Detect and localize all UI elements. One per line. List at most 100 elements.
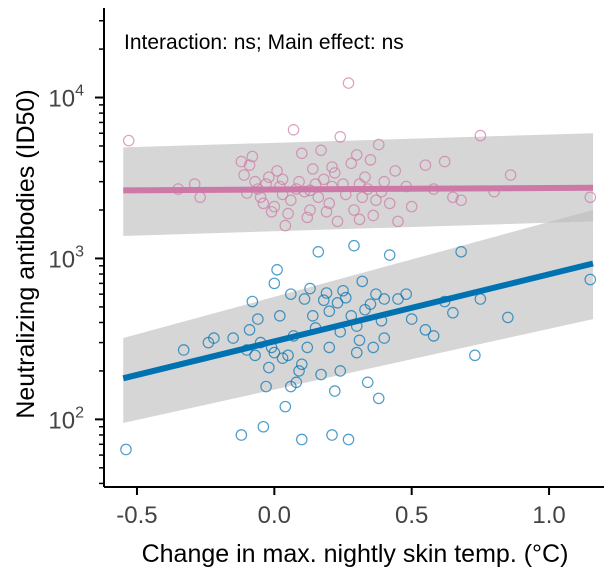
data-point-0 xyxy=(359,171,371,183)
data-point-0 xyxy=(268,200,281,213)
data-point-1 xyxy=(447,306,459,319)
data-point-0 xyxy=(317,173,330,186)
data-point-0 xyxy=(323,197,336,210)
y-tick-label-exponent: 3 xyxy=(75,243,84,260)
data-point-1 xyxy=(293,365,305,377)
y-tick-label-base: 10 xyxy=(48,86,75,113)
x-tick-label: 0.5 xyxy=(395,502,428,529)
data-point-0 xyxy=(122,134,135,147)
data-point-1 xyxy=(208,332,220,344)
data-point-1 xyxy=(339,291,352,304)
data-point-1 xyxy=(348,239,360,252)
data-point-0 xyxy=(246,150,259,163)
data-point-1 xyxy=(364,298,377,310)
data-point-1 xyxy=(271,264,283,276)
data-point-0 xyxy=(474,129,487,142)
data-point-0 xyxy=(285,194,297,207)
data-point-1 xyxy=(317,294,330,307)
x-axis-title: Change in max. nightly skin temp. (°C) xyxy=(142,540,569,568)
data-point-1 xyxy=(274,310,286,322)
data-point-1 xyxy=(268,346,281,359)
data-point-1 xyxy=(372,392,385,405)
data-point-0 xyxy=(383,197,396,210)
data-point-1 xyxy=(361,376,374,389)
data-point-0 xyxy=(350,149,363,161)
data-point-0 xyxy=(367,209,380,222)
data-point-0 xyxy=(447,191,459,204)
data-point-1 xyxy=(296,358,308,371)
data-point-0 xyxy=(315,144,327,157)
data-point-1 xyxy=(282,349,294,362)
confidence-band-1 xyxy=(123,210,594,423)
data-point-1 xyxy=(584,273,597,286)
data-point-1 xyxy=(400,288,412,300)
data-point-1 xyxy=(356,275,369,288)
confidence-band-0 xyxy=(123,133,594,236)
data-point-1 xyxy=(304,282,316,295)
data-point-1 xyxy=(252,313,264,325)
data-point-0 xyxy=(356,191,369,204)
data-point-1 xyxy=(249,349,261,362)
data-point-0 xyxy=(326,161,338,173)
data-point-0 xyxy=(342,77,355,89)
data-point-0 xyxy=(282,207,294,220)
data-point-1 xyxy=(328,385,341,397)
y-tick-label-exponent: 4 xyxy=(75,83,84,100)
data-point-0 xyxy=(389,165,402,177)
data-point-0 xyxy=(287,124,300,136)
data-point-0 xyxy=(392,215,404,228)
data-point-1 xyxy=(323,305,336,318)
data-point-1 xyxy=(326,429,338,441)
data-point-1 xyxy=(298,293,311,305)
data-point-1 xyxy=(337,284,349,297)
data-point-1 xyxy=(227,332,239,344)
data-point-1 xyxy=(285,380,297,393)
data-point-0 xyxy=(345,157,358,170)
data-point-1 xyxy=(469,349,481,362)
y-tick-label-base: 10 xyxy=(48,407,75,434)
data-point-1 xyxy=(120,443,132,456)
data-point-0 xyxy=(304,204,316,216)
y-tick-label-exponent: 2 xyxy=(75,404,84,421)
data-point-0 xyxy=(405,200,418,213)
data-point-0 xyxy=(328,167,341,179)
data-point-1 xyxy=(306,310,319,322)
data-point-0 xyxy=(438,155,451,168)
data-point-1 xyxy=(350,346,363,359)
data-point-1 xyxy=(246,295,259,308)
annotation-text: Interaction: ns; Main effect: ns xyxy=(124,31,404,54)
data-point-0 xyxy=(276,173,289,186)
data-point-1 xyxy=(455,245,467,258)
y-tick-label: 103 xyxy=(48,243,84,273)
data-point-0 xyxy=(334,131,347,143)
data-point-0 xyxy=(279,219,292,232)
data-point-1 xyxy=(312,245,325,258)
data-point-1 xyxy=(334,365,347,377)
data-point-0 xyxy=(370,194,382,207)
data-point-0 xyxy=(353,213,366,226)
data-point-1 xyxy=(383,249,396,261)
data-point-0 xyxy=(243,159,256,171)
data-point-1 xyxy=(257,420,270,433)
data-point-1 xyxy=(502,311,514,324)
data-point-0 xyxy=(263,171,275,183)
data-point-1 xyxy=(320,287,333,299)
data-point-1 xyxy=(263,361,275,374)
data-point-1 xyxy=(285,288,297,300)
x-tick-label: 1.0 xyxy=(532,502,565,529)
data-point-1 xyxy=(243,324,256,336)
data-point-1 xyxy=(296,433,308,446)
data-point-0 xyxy=(306,163,319,175)
data-point-1 xyxy=(405,313,418,325)
data-point-1 xyxy=(427,330,440,342)
data-point-1 xyxy=(268,277,281,290)
data-point-1 xyxy=(177,344,190,356)
data-point-0 xyxy=(238,169,250,181)
regression-line-1 xyxy=(122,260,594,382)
data-point-1 xyxy=(331,297,344,309)
y-axis-title: Neutralizing antibodies (ID50) xyxy=(12,89,40,418)
y-tick-label-base: 10 xyxy=(48,246,75,273)
data-point-0 xyxy=(257,197,270,210)
